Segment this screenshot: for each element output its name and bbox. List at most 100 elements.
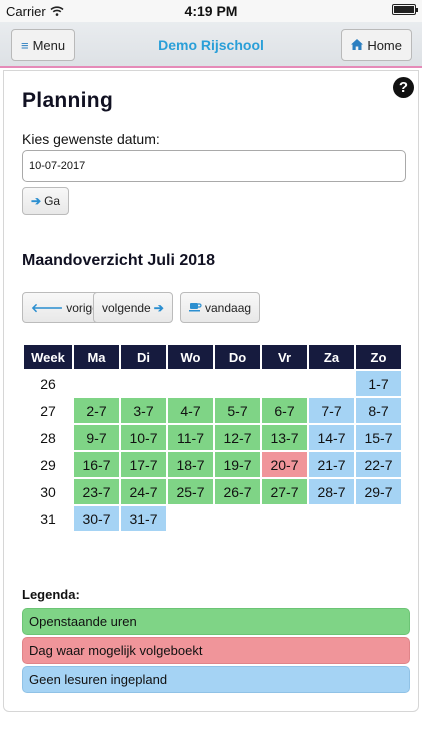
week-number: 30 bbox=[23, 478, 73, 505]
week-number: 27 bbox=[23, 397, 73, 424]
app-header: ≡ Menu Demo Rijschool Home bbox=[0, 22, 422, 68]
arrow-right-icon: ➔ bbox=[153, 300, 164, 315]
calendar-day-cell[interactable]: 15-7 bbox=[355, 424, 402, 451]
calendar-week-row: 28 9-7 10-7 11-7 12-7 13-7 14-7 15-7 bbox=[23, 424, 402, 451]
calendar-day-cell[interactable]: 7-7 bbox=[308, 397, 355, 424]
calendar-day-cell[interactable]: 21-7 bbox=[308, 451, 355, 478]
coffee-cup-icon bbox=[189, 301, 202, 315]
legend-open-hours: Openstaande uren bbox=[22, 608, 410, 635]
status-time: 4:19 PM bbox=[184, 3, 238, 19]
calendar-empty-cell bbox=[261, 505, 308, 532]
page-title: Planning bbox=[22, 89, 114, 112]
header-ma: Ma bbox=[73, 344, 120, 370]
month-calendar: Week Ma Di Wo Do Vr Za Zo 26 1-7 27 2-7 3-7 4… bbox=[23, 344, 402, 532]
today-button[interactable]: vandaag bbox=[180, 292, 261, 323]
header-wo: Wo bbox=[167, 344, 214, 370]
legend-fully-booked: Dag waar mogelijk volgeboekt bbox=[22, 637, 410, 664]
calendar-header-row: Week Ma Di Wo Do Vr Za Zo bbox=[23, 344, 402, 370]
calendar-empty-cell bbox=[214, 505, 261, 532]
calendar-day-cell[interactable]: 17-7 bbox=[120, 451, 167, 478]
calendar-empty-cell bbox=[308, 370, 355, 397]
content-card: Planning ? Kies gewenste datum: ➔ Ga Maa… bbox=[3, 70, 419, 712]
header-di: Di bbox=[120, 344, 167, 370]
header-vr: Vr bbox=[261, 344, 308, 370]
app-title: Demo Rijschool bbox=[158, 37, 264, 53]
header-week: Week bbox=[23, 344, 73, 370]
status-left: Carrier bbox=[6, 4, 64, 19]
home-label: Home bbox=[367, 37, 402, 53]
home-icon bbox=[351, 38, 364, 53]
arrow-right-icon: ➔ bbox=[31, 194, 42, 208]
calendar-day-cell[interactable]: 1-7 bbox=[355, 370, 402, 397]
calendar-day-cell[interactable]: 22-7 bbox=[355, 451, 402, 478]
calendar-empty-cell bbox=[308, 505, 355, 532]
week-number: 29 bbox=[23, 451, 73, 478]
calendar-day-cell[interactable]: 20-7 bbox=[261, 451, 308, 478]
calendar-empty-cell bbox=[214, 370, 261, 397]
calendar-day-cell[interactable]: 24-7 bbox=[120, 478, 167, 505]
calendar-week-row: 29 16-7 17-7 18-7 19-7 20-7 21-7 22-7 bbox=[23, 451, 402, 478]
calendar-day-cell[interactable]: 13-7 bbox=[261, 424, 308, 451]
date-label: Kies gewenste datum: bbox=[22, 131, 160, 147]
calendar-day-cell[interactable]: 26-7 bbox=[214, 478, 261, 505]
header-za: Za bbox=[308, 344, 355, 370]
go-label: Ga bbox=[44, 194, 61, 208]
header-do: Do bbox=[214, 344, 261, 370]
week-number: 28 bbox=[23, 424, 73, 451]
calendar-day-cell[interactable]: 31-7 bbox=[120, 505, 167, 532]
calendar-day-cell[interactable]: 18-7 bbox=[167, 451, 214, 478]
calendar-day-cell[interactable]: 16-7 bbox=[73, 451, 120, 478]
calendar-day-cell[interactable]: 4-7 bbox=[167, 397, 214, 424]
calendar-day-cell[interactable]: 8-7 bbox=[355, 397, 402, 424]
next-button[interactable]: volgende ➔ bbox=[93, 292, 173, 323]
status-bar: Carrier 4:19 PM bbox=[0, 0, 422, 22]
calendar-empty-cell bbox=[261, 370, 308, 397]
home-button[interactable]: Home bbox=[341, 29, 412, 61]
calendar-empty-cell bbox=[120, 370, 167, 397]
header-zo: Zo bbox=[355, 344, 402, 370]
calendar-day-cell[interactable]: 29-7 bbox=[355, 478, 402, 505]
calendar-day-cell[interactable]: 11-7 bbox=[167, 424, 214, 451]
calendar-week-row: 26 1-7 bbox=[23, 370, 402, 397]
menu-button[interactable]: ≡ Menu bbox=[11, 29, 76, 61]
battery-icon bbox=[392, 4, 418, 15]
calendar-day-cell[interactable]: 6-7 bbox=[261, 397, 308, 424]
calendar-day-cell[interactable]: 30-7 bbox=[73, 505, 120, 532]
calendar-day-cell[interactable]: 12-7 bbox=[214, 424, 261, 451]
next-label: volgende bbox=[102, 300, 151, 315]
calendar-day-cell[interactable]: 14-7 bbox=[308, 424, 355, 451]
menu-icon: ≡ bbox=[21, 37, 29, 53]
calendar-empty-cell bbox=[355, 505, 402, 532]
calendar-day-cell[interactable]: 27-7 bbox=[261, 478, 308, 505]
calendar-day-cell[interactable]: 10-7 bbox=[120, 424, 167, 451]
legend-no-lessons: Geen lesuren ingepland bbox=[22, 666, 410, 693]
help-icon[interactable]: ? bbox=[393, 77, 414, 98]
carrier-label: Carrier bbox=[6, 4, 46, 19]
today-label: vandaag bbox=[205, 300, 252, 315]
calendar-day-cell[interactable]: 9-7 bbox=[73, 424, 120, 451]
calendar-week-row: 30 23-7 24-7 25-7 26-7 27-7 28-7 29-7 bbox=[23, 478, 402, 505]
go-button[interactable]: ➔ Ga bbox=[22, 187, 70, 215]
calendar-empty-cell bbox=[73, 370, 120, 397]
month-title: Maandoverzicht Juli 2018 bbox=[22, 252, 215, 269]
calendar-day-cell[interactable]: 3-7 bbox=[120, 397, 167, 424]
calendar-empty-cell bbox=[167, 505, 214, 532]
calendar-day-cell[interactable]: 23-7 bbox=[73, 478, 120, 505]
calendar-week-row: 31 30-7 31-7 bbox=[23, 505, 402, 532]
calendar-day-cell[interactable]: 2-7 bbox=[73, 397, 120, 424]
calendar-week-row: 27 2-7 3-7 4-7 5-7 6-7 7-7 8-7 bbox=[23, 397, 402, 424]
calendar-day-cell[interactable]: 19-7 bbox=[214, 451, 261, 478]
calendar-empty-cell bbox=[167, 370, 214, 397]
wifi-icon bbox=[50, 4, 64, 19]
arrow-left-icon: 🡐 bbox=[31, 301, 64, 315]
status-right bbox=[392, 4, 418, 15]
week-number: 26 bbox=[23, 370, 73, 397]
calendar-day-cell[interactable]: 5-7 bbox=[214, 397, 261, 424]
date-input[interactable] bbox=[22, 150, 406, 182]
prev-label: vorige bbox=[66, 300, 99, 315]
calendar-day-cell[interactable]: 25-7 bbox=[167, 478, 214, 505]
week-number: 31 bbox=[23, 505, 73, 532]
legend-title: Legenda: bbox=[22, 587, 80, 602]
calendar-day-cell[interactable]: 28-7 bbox=[308, 478, 355, 505]
menu-label: Menu bbox=[32, 37, 66, 53]
